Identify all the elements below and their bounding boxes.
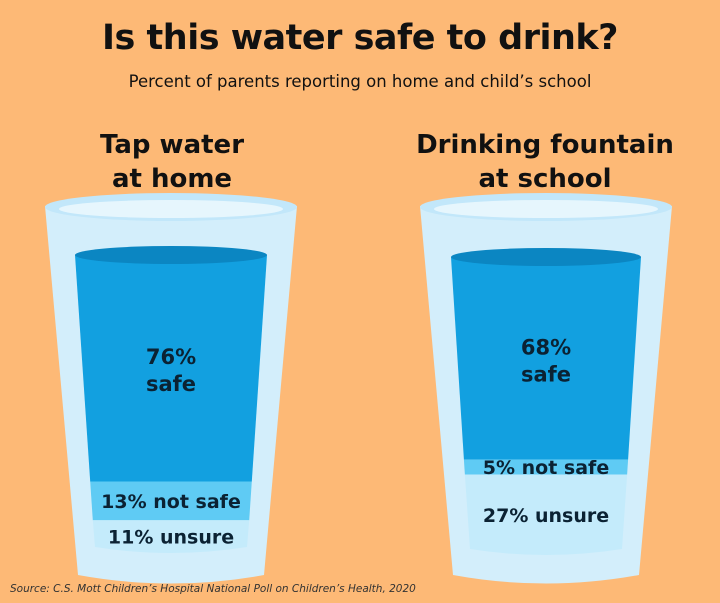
source-note: Source: C.S. Mott Children’s Hospital Na… (10, 583, 416, 595)
chart-subtitle: Percent of parents reporting on home and… (128, 72, 592, 91)
glass-title-school: Drinking fountain at school (395, 128, 695, 196)
segment-unsure (92, 520, 250, 553)
glass-title-home: Tap water at home (22, 128, 322, 196)
segment-not-safe (463, 459, 629, 475)
segment-unsure (464, 474, 628, 555)
unsure-label: 27% unsure (483, 505, 609, 527)
not-safe-label: 13% not safe (101, 491, 241, 513)
segment-safe (451, 257, 641, 460)
safe-value-label: 76% (146, 345, 196, 369)
safe-text-label: safe (521, 362, 571, 386)
water-surface (75, 246, 267, 264)
glass-title-line: at school (478, 164, 612, 194)
glass-rim-inner (434, 200, 658, 218)
unsure-label: 11% unsure (108, 527, 234, 549)
safe-value-label: 68% (521, 335, 571, 359)
glass-title-line: Tap water (99, 130, 245, 160)
chart-title: Is this water safe to drink? (102, 18, 618, 58)
safe-text-label: safe (146, 372, 196, 396)
glass-rim-inner (59, 200, 283, 218)
segment-safe (75, 255, 267, 482)
glass-title-line: Drinking fountain (416, 130, 674, 160)
water-surface (451, 248, 641, 266)
segment-not-safe (90, 481, 252, 521)
not-safe-label: 5% not safe (483, 457, 609, 479)
glass-title-line: at home (111, 164, 233, 194)
